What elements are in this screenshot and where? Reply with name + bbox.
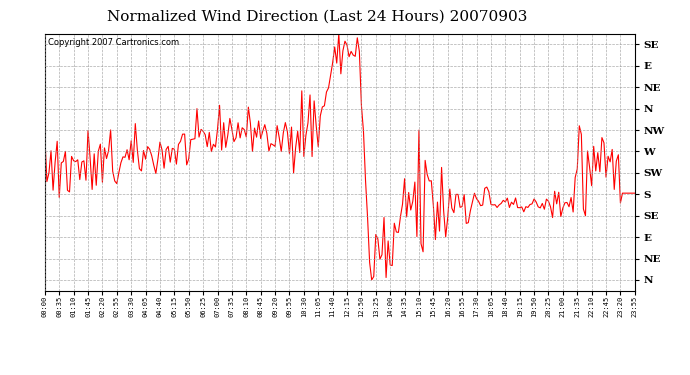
Text: Copyright 2007 Cartronics.com: Copyright 2007 Cartronics.com [48,38,179,46]
Text: Normalized Wind Direction (Last 24 Hours) 20070903: Normalized Wind Direction (Last 24 Hours… [107,9,528,23]
